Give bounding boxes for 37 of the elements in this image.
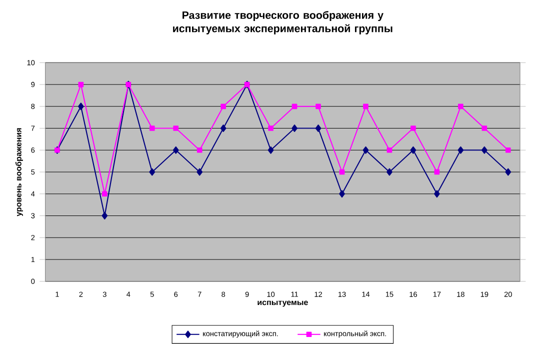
point — [434, 169, 440, 175]
point — [458, 104, 464, 110]
point — [505, 168, 512, 176]
point — [102, 191, 108, 197]
point — [196, 147, 202, 153]
point — [315, 124, 322, 132]
point — [78, 102, 84, 110]
point — [386, 168, 392, 176]
point — [505, 147, 511, 153]
point — [386, 147, 392, 153]
point — [458, 146, 464, 154]
point — [362, 146, 369, 154]
point — [172, 146, 179, 154]
point — [339, 169, 345, 175]
x-axis-title: испытуемые — [258, 300, 308, 307]
point — [149, 168, 156, 176]
point — [410, 146, 416, 154]
point — [481, 146, 488, 154]
point — [339, 190, 345, 198]
point — [292, 104, 298, 110]
point — [316, 104, 321, 110]
point — [410, 126, 416, 131]
point — [482, 126, 488, 131]
point — [149, 126, 155, 131]
point — [434, 190, 440, 198]
point — [102, 212, 108, 220]
point — [196, 168, 203, 176]
point — [173, 126, 179, 131]
point — [363, 104, 368, 110]
chart-title: Развитие творческого воображения у испытуемых экспериментальной группы — [173, 10, 392, 34]
point — [268, 126, 274, 131]
point — [220, 104, 226, 110]
point — [292, 124, 298, 132]
point — [78, 82, 84, 88]
y-axis-title: уровень воображения — [15, 128, 23, 216]
point — [268, 146, 274, 154]
point — [220, 124, 226, 132]
